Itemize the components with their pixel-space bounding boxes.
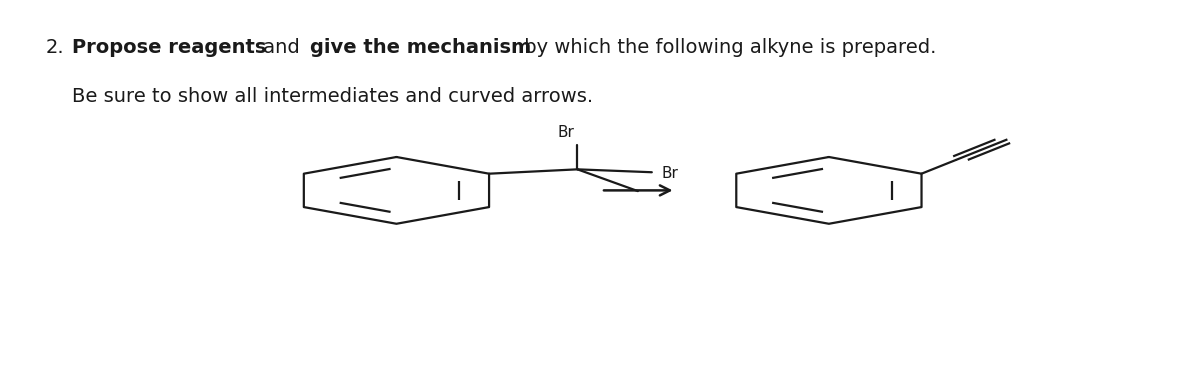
Text: give the mechanism: give the mechanism [311, 38, 532, 57]
Text: Br: Br [661, 166, 678, 181]
Text: Be sure to show all intermediates and curved arrows.: Be sure to show all intermediates and cu… [72, 87, 593, 106]
Text: Propose reagents: Propose reagents [72, 38, 266, 57]
Text: Br: Br [558, 125, 575, 140]
Text: and: and [257, 38, 306, 57]
Text: by which the following alkyne is prepared.: by which the following alkyne is prepare… [518, 38, 936, 57]
Text: 2.: 2. [46, 38, 65, 57]
